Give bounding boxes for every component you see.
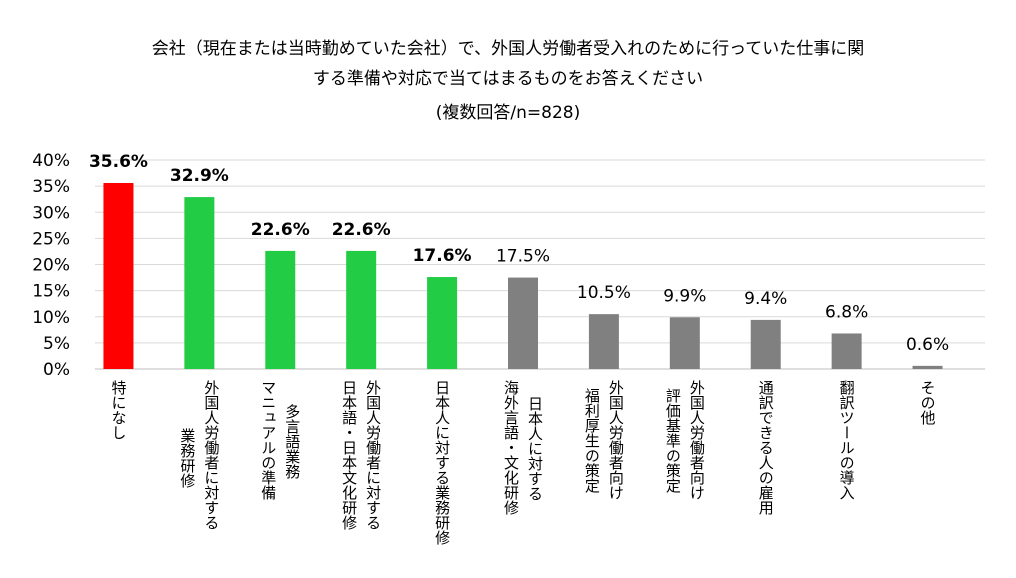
- bar: [831, 333, 862, 369]
- data-label: 9.9%: [663, 286, 706, 306]
- x-tick-label-line: 海外言語・文化研修: [502, 380, 520, 515]
- x-tick-label: 外国人労働者に対する 日本語・日本文化研修: [340, 380, 382, 530]
- x-tick-label-line: 外国人労働者向け: [606, 380, 625, 500]
- x-tick-label-line: 日本語・日本文化研修: [340, 380, 359, 530]
- y-tick-label: 15%: [32, 282, 70, 302]
- data-label: 0.6%: [906, 335, 949, 355]
- x-tick-label-line: 外国人労働者に対する: [202, 380, 221, 530]
- data-label: 6.8%: [825, 302, 868, 322]
- x-tick-label-line: 多言語業務: [283, 404, 302, 479]
- data-label: 22.6%: [251, 220, 310, 240]
- x-tick-label-line: 外国人労働者向け: [687, 380, 706, 500]
- bar: [588, 314, 619, 369]
- data-label: 17.5%: [496, 247, 550, 267]
- data-label: 10.5%: [577, 283, 631, 303]
- x-tick-label: 外国人労働者に対する 業務研修: [178, 380, 220, 530]
- y-tick-label: 20%: [32, 256, 70, 276]
- x-tick-label: 日本人に対する業務研修: [433, 380, 451, 545]
- y-tick-label: 30%: [32, 203, 70, 223]
- y-tick-label: 40%: [32, 151, 70, 171]
- bar: [508, 277, 538, 369]
- bar: [103, 182, 134, 369]
- x-tick-label-line: 福利厚生の策定: [582, 388, 601, 493]
- y-tick-label: 0%: [43, 360, 70, 380]
- y-tick-label: 5%: [43, 334, 70, 354]
- x-tick-label: 特になし: [109, 380, 127, 440]
- x-tick-label-line: 日本人に対する: [526, 396, 544, 501]
- chart-title-line-1: 会社（現在または当時勤めていた会社）で、外国人労働者受入れのために行っていた仕事…: [151, 39, 865, 59]
- x-tick-label-line: マニュアルの準備: [259, 380, 278, 500]
- bar: [184, 197, 215, 369]
- x-tick-label-line: 日本人に対する業務研修: [433, 380, 452, 545]
- x-tick-label: 外国人労働者向け 福利厚生の策定: [583, 380, 625, 500]
- bar: [265, 250, 296, 369]
- chart-title-line-2: する準備や対応で当てはまるものをお答えください: [312, 69, 704, 89]
- x-tick-label-line: その他: [918, 380, 937, 425]
- x-tick-label-line: 通訳できる人の雇用: [756, 380, 775, 515]
- bar: [346, 250, 377, 369]
- bar: [750, 319, 781, 369]
- y-tick-label: 35%: [32, 177, 70, 197]
- x-tick-label-line: 業務研修: [178, 428, 197, 488]
- x-tick-label: 多言語業務 マニュアルの準備: [259, 380, 301, 500]
- bar: [427, 277, 458, 369]
- x-tick-label: その他: [919, 380, 937, 425]
- bar: [912, 365, 943, 369]
- x-tick-label: 通訳できる人の雇用: [757, 380, 775, 515]
- x-tick-label: 日本人に対する 海外言語・文化研修: [502, 380, 544, 515]
- x-tick-label-line: 評価基準の策定: [663, 388, 682, 493]
- data-label: 9.4%: [744, 289, 787, 309]
- data-label: 32.9%: [170, 166, 229, 186]
- data-label: 22.6%: [332, 220, 391, 240]
- chart-subtitle: (複数回答/n=828): [435, 103, 581, 123]
- y-tick-label: 10%: [32, 308, 70, 328]
- data-label: 17.6%: [413, 246, 472, 266]
- bar: [669, 317, 700, 369]
- x-tick-label: 翻訳ツールの導入: [838, 380, 856, 500]
- x-tick-label-line: 翻訳ツールの導入: [837, 380, 856, 500]
- x-tick-label-line: 外国人労働者に対する: [364, 380, 383, 530]
- y-tick-label: 25%: [32, 229, 70, 249]
- x-tick-label-line: 特になし: [109, 380, 128, 440]
- data-label: 35.6%: [89, 152, 148, 172]
- x-tick-label: 外国人労働者向け 評価基準の策定: [664, 380, 706, 500]
